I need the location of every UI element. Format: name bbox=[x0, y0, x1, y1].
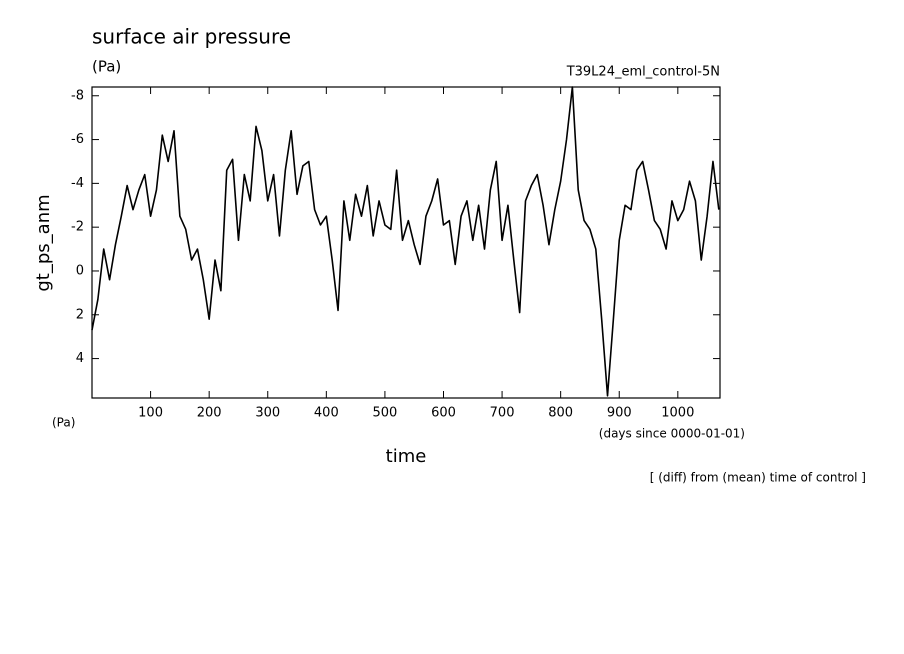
x-tick-label: 700 bbox=[490, 406, 515, 421]
y-tick-label: -4 bbox=[71, 176, 84, 191]
annotation: [ (diff) from (mean) time of control ] bbox=[650, 471, 866, 485]
chart-title: surface air pressure bbox=[92, 25, 291, 49]
x-tick-label: 1000 bbox=[661, 406, 694, 421]
y-tick-label: 2 bbox=[76, 307, 84, 322]
x-axis-label: time bbox=[386, 446, 427, 467]
y-tick-label: -8 bbox=[71, 88, 84, 103]
x-tick-label: 800 bbox=[548, 406, 573, 421]
y-tick-label: 0 bbox=[76, 263, 84, 278]
x-tick-label: 200 bbox=[197, 406, 222, 421]
subtitle: (Pa) bbox=[92, 58, 121, 76]
y-unit: (Pa) bbox=[52, 416, 75, 430]
x-tick-label: 400 bbox=[314, 406, 339, 421]
y-tick-label: 4 bbox=[76, 351, 84, 366]
x-unit: (days since 0000-01-01) bbox=[599, 427, 745, 441]
y-tick-label: -2 bbox=[71, 220, 84, 235]
x-tick-label: 500 bbox=[372, 406, 397, 421]
y-tick-label: -6 bbox=[71, 132, 84, 147]
x-tick-label: 100 bbox=[138, 406, 163, 421]
x-tick-label: 900 bbox=[607, 406, 632, 421]
x-tick-label: 600 bbox=[431, 406, 456, 421]
data-line bbox=[91, 86, 720, 397]
plot-frame bbox=[91, 86, 721, 399]
y-axis-label: gt_ps_anm bbox=[33, 194, 54, 291]
run-label: T39L24_eml_control-5N bbox=[566, 65, 720, 80]
x-tick-label: 300 bbox=[255, 406, 280, 421]
